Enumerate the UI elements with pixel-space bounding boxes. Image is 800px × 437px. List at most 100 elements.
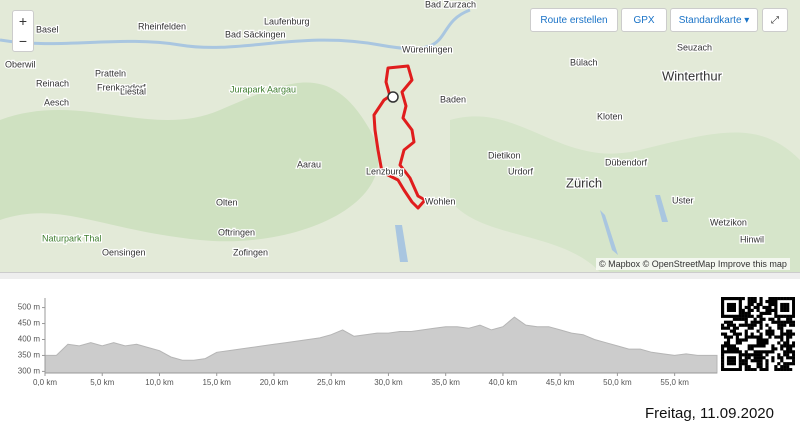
qr-module [726, 305, 731, 310]
qr-module [783, 320, 787, 324]
qr-module [786, 362, 790, 366]
qr-module [780, 323, 784, 327]
map-style-select[interactable]: Standardkarte ▾ [670, 8, 758, 32]
zoom-in[interactable]: + [18, 13, 28, 29]
gpx-button[interactable]: GPX [621, 8, 667, 32]
qr-module [786, 329, 790, 333]
elevation-chart: 300 m 350 m 400 m 450 m 500 m 0,0 km 5,0 km 10,… [18, 298, 718, 387]
route-button[interactable]: Route erstellen [530, 8, 618, 32]
qr-module [735, 317, 739, 321]
qr-module [786, 338, 790, 342]
place-label: Frenkendorf [97, 82, 146, 92]
qr-module [741, 338, 745, 342]
qr-module [721, 314, 725, 318]
qr-module [753, 350, 757, 354]
qr-module [792, 302, 795, 307]
qr-module [735, 326, 739, 330]
qr-module [771, 347, 775, 351]
park-label: Jurapark Aargau [230, 84, 296, 94]
qr-module [721, 368, 725, 371]
qr-module [744, 311, 748, 315]
qr-module [738, 341, 742, 345]
qr-module [738, 359, 742, 363]
route [372, 64, 427, 210]
qr-module [744, 323, 748, 327]
qr-module [744, 317, 748, 321]
qr-module [756, 302, 760, 307]
qr-module [726, 344, 731, 348]
qr-module [759, 317, 763, 321]
qr-module [756, 335, 760, 339]
qr-module [774, 297, 778, 301]
place-label: Würenlingen [402, 44, 453, 54]
qr-module [738, 299, 742, 304]
qr-module [721, 350, 725, 354]
qr-module [726, 314, 731, 318]
place-label: Wetzikon [710, 217, 747, 227]
qr-module [732, 314, 736, 318]
qr-module [723, 297, 728, 301]
qr-module [726, 368, 731, 371]
fullscreen-button[interactable]: ⤢ [762, 8, 788, 32]
qr-module [786, 353, 790, 357]
qr-module [783, 332, 787, 336]
qr-module [729, 302, 734, 307]
qr-module [753, 299, 757, 304]
qr-module [744, 335, 748, 339]
qr-module [786, 308, 790, 312]
qr-module [783, 350, 787, 354]
date: Freitag, 11.09.2020 [645, 405, 774, 422]
qr-module [756, 329, 760, 333]
qr-module [732, 356, 736, 360]
qr-module [771, 344, 775, 348]
qr-module [771, 332, 775, 336]
qr-module [738, 368, 742, 371]
x-tick-label: 15,0 km [202, 378, 231, 387]
qr-module [726, 335, 731, 339]
qr-module [780, 302, 784, 307]
qr-module [729, 320, 734, 324]
qr-module [726, 338, 731, 342]
x-tick-label: 25,0 km [317, 378, 346, 387]
qr-module [759, 311, 763, 315]
qr-module [762, 311, 766, 315]
qr-module [721, 326, 725, 330]
qr-module [768, 302, 772, 307]
zoom-out[interactable]: − [18, 33, 28, 49]
qr-module [768, 299, 772, 304]
qr-module [783, 308, 787, 312]
qr-module [765, 341, 769, 345]
qr-module [774, 368, 778, 371]
qr-module [744, 353, 748, 357]
place-label: Oftringen [218, 227, 255, 237]
y-tick-label: 450 m [18, 319, 41, 328]
qr-module [729, 323, 734, 327]
place-label: Reinach [36, 78, 69, 88]
qr-module [780, 365, 784, 369]
qr-module [756, 314, 760, 318]
qr-module [747, 302, 751, 307]
qr-module [759, 350, 763, 354]
qr-module [768, 329, 772, 333]
qr-module [786, 297, 790, 301]
zoom-controls: + − [12, 10, 34, 52]
qr-module [750, 308, 754, 312]
qr-module [762, 341, 766, 345]
qr-module [786, 335, 790, 339]
qr-module [732, 359, 736, 363]
qr-module [756, 344, 760, 348]
qr-module [744, 368, 748, 371]
place-label: Dietikon [488, 150, 521, 160]
qr-module [789, 329, 793, 333]
qr-module [792, 299, 795, 304]
qr-module [786, 356, 790, 360]
qr-module [738, 350, 742, 354]
qr-module [780, 308, 784, 312]
qr-module [792, 320, 795, 324]
qr-module [750, 314, 754, 318]
qr-module [774, 302, 778, 307]
qr-module [789, 332, 793, 336]
qr-module [789, 314, 793, 318]
qr-module [732, 347, 736, 351]
qr-module [777, 317, 781, 321]
